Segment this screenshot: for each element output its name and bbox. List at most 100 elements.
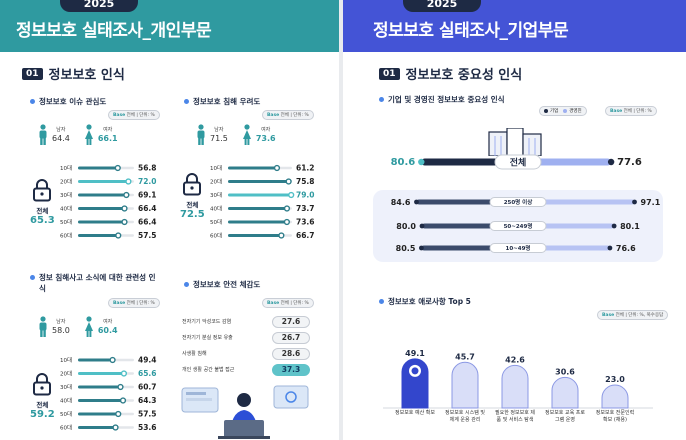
legend-swatch-icon [544, 108, 548, 113]
bar-end-marker [120, 370, 128, 377]
importance-subtitle: 기업 및 경영진 정보보호 중요성 인식 [379, 94, 505, 105]
age-tick-label: 60대 [60, 232, 72, 240]
difficulty-value-label: 30.6 [555, 367, 575, 376]
concern-total: 전체 72.5 [180, 172, 205, 220]
executive-value-label: 77.6 [617, 157, 642, 168]
age-bar [78, 372, 124, 375]
bullet-dot-icon [184, 99, 189, 104]
executive-marker [607, 245, 613, 251]
male-value: 71.5 [210, 133, 228, 143]
safety-row: 사생활 침해 28.6 [182, 347, 310, 360]
age-value-label: 69.1 [138, 191, 157, 200]
safety-row: 전자기기 분실 정보 유출 26.7 [182, 331, 310, 344]
category-pill [489, 197, 547, 207]
concern-title: 정보보호 침해 우려도 [193, 97, 261, 106]
corporate-value-label: 80.6 [391, 157, 416, 168]
bar-end-marker [119, 397, 127, 404]
category-label: 10~49명 [506, 244, 531, 252]
age-bar [78, 234, 119, 237]
age-value-label: 60.7 [138, 383, 157, 392]
executive-value-label: 97.1 [641, 198, 661, 207]
male-stat: 남자 64.4 [38, 124, 70, 146]
lock-icon [33, 179, 52, 202]
difficulty-value-label: 42.6 [505, 355, 525, 364]
left-header: 2025 정보보호 실태조사_개인부문 [0, 0, 339, 52]
corporate-marker [418, 158, 425, 166]
age-value-label: 73.7 [296, 204, 315, 213]
age-bar [78, 207, 125, 210]
top5-category-label: 필요한 정보보호 제품 및 서비스 탐색 [495, 410, 535, 423]
age-tick-label: 10대 [60, 164, 72, 172]
safety-base-pill: Base 전체 | 단위: % [262, 298, 314, 308]
safety-title: 정보보호 안전 체감도 [193, 280, 261, 289]
age-value-label: 66.7 [296, 231, 315, 240]
male-figure-icon [39, 124, 47, 145]
age-tick-label: 20대 [210, 178, 222, 186]
executive-marker [632, 199, 637, 205]
safety-item-label: 전자기기 분실 정보 유출 [182, 335, 233, 341]
female-figure-icon [242, 124, 251, 145]
difficulty-subtitle: 정보보호 애로사항 Top 5 [379, 296, 471, 307]
right-section-heading: 01 정보보호 중요성 인식 [379, 64, 522, 83]
top5-category-label: 정보보호 전문인력 확보 (채용) [595, 410, 635, 423]
executive-value-label: 80.1 [620, 222, 640, 231]
category-pill [489, 243, 547, 253]
age-tick-label: 10대 [60, 356, 72, 364]
relevance-age-bar-chart: 10대 49.4 20대 65.6 30대 60.7 40대 64.3 50대 57.5 60대 53… [60, 356, 157, 433]
age-tick-label: 50대 [210, 218, 222, 226]
top5-category-label: 정보보호 교육 프로그램 운영 [545, 410, 585, 423]
total-value: 65.3 [30, 215, 55, 226]
age-tick-label: 30대 [60, 191, 72, 199]
safety-item-value: 37.3 [272, 363, 310, 376]
safety-row: 전자기기 악성코드 감염 27.6 [182, 315, 310, 328]
age-bar [228, 207, 287, 210]
age-tick-label: 40대 [60, 205, 72, 213]
age-bar [78, 166, 118, 170]
male-value: 58.0 [52, 325, 70, 335]
age-value-label: 57.5 [138, 410, 157, 419]
age-value-label: 73.6 [296, 218, 315, 227]
interest-title: 정보보호 이슈 관심도 [39, 97, 107, 106]
age-bar [78, 193, 127, 197]
bar-end-marker [283, 218, 290, 226]
difficulty-bar [551, 376, 579, 409]
age-bar [228, 234, 282, 237]
interest-subtitle: 정보보호 이슈 관심도 [30, 96, 106, 107]
age-tick-label: 60대 [60, 424, 72, 432]
age-value-label: 65.6 [138, 369, 157, 378]
difficulty-bar [401, 358, 429, 409]
category-label: 전체 [510, 157, 527, 169]
age-bar [78, 220, 125, 224]
male-value: 64.4 [52, 133, 70, 143]
female-stat: 여자 73.6 [242, 124, 276, 146]
executive-marker [611, 223, 617, 229]
bar-end-marker [121, 205, 128, 212]
right-section-title: 정보보호 중요성 인식 [405, 68, 523, 83]
lock-icon [183, 173, 202, 196]
executive-bar [518, 199, 635, 205]
difficulty-value-label: 49.1 [405, 349, 425, 358]
female-value: 60.4 [97, 325, 118, 335]
age-tick-label: 20대 [60, 178, 72, 186]
female-stat: 여자 66.1 [84, 124, 118, 146]
bar-end-marker [115, 410, 122, 418]
male-figure-icon [197, 124, 205, 145]
total-label: 전체 [186, 201, 199, 209]
safety-item-value: 26.7 [272, 331, 310, 344]
difficulty-value-label: 23.0 [605, 375, 625, 384]
concern-age-bar-chart: 10대 61.2 20대 75.8 30대 79.0 40대 73.7 50대 73.6 60대 66… [210, 164, 315, 241]
bar-end-marker [285, 178, 292, 185]
lock-icon [33, 373, 52, 396]
age-bar [228, 193, 292, 197]
age-bar [78, 180, 129, 183]
interest-base-pill: Base 전체 | 단위: % [108, 110, 160, 120]
relevance-subtitle: 정보 침해사고 소식에 대한 관련성 인식 [30, 272, 160, 294]
age-tick-label: 10대 [210, 164, 222, 172]
difficulty-base-pill: Base 전체 | 단위: %, 복수응답 [597, 310, 669, 320]
female-label: 여자 [103, 126, 113, 133]
corporate-marker [414, 199, 419, 205]
executive-marker [607, 158, 615, 166]
safety-item-label: 사생활 침해 [182, 351, 207, 357]
left-section-number: 01 [22, 67, 43, 80]
bar-end-marker [123, 191, 130, 199]
